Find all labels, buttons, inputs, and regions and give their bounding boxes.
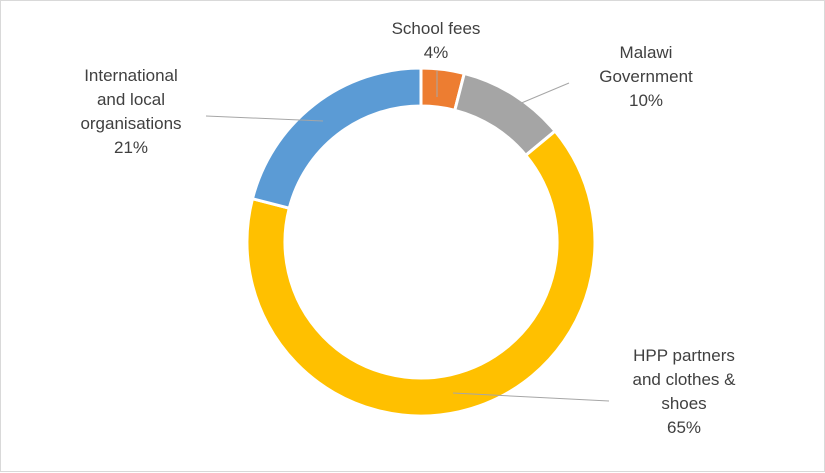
- leader-lines-group: [205, 71, 610, 402]
- data-label: HPP partners and clothes & shoes 65%: [632, 346, 736, 437]
- data-label-category: HPP partners: [633, 346, 735, 365]
- data-label: International and local organisations 21%: [80, 66, 181, 157]
- data-label-category: and clothes &: [632, 370, 736, 389]
- data-label-category: organisations: [80, 114, 181, 133]
- data-label-category: Government: [599, 67, 693, 86]
- slices-group: [245, 66, 597, 418]
- data-label-category: International: [84, 66, 178, 85]
- data-label-category: School fees: [392, 19, 481, 38]
- data-labels-group: School fees 4% Malawi Government 10% HPP part…: [80, 19, 736, 437]
- data-label-value: 4%: [424, 43, 449, 62]
- data-label-value: 65%: [667, 418, 701, 437]
- data-label-value: 21%: [114, 138, 148, 157]
- data-label-category: and local: [97, 90, 165, 109]
- data-label: Malawi Government 10%: [599, 43, 693, 110]
- leader-line: [205, 115, 324, 122]
- slice-international-and-local-organisations: [250, 66, 423, 210]
- leader-line: [452, 392, 610, 402]
- leader-line: [518, 82, 570, 105]
- slice-hpp-partners-and-clothes-shoes: [245, 129, 597, 418]
- data-label-value: 10%: [629, 91, 663, 110]
- data-label-category: shoes: [661, 394, 706, 413]
- data-label-category: Malawi: [620, 43, 673, 62]
- data-label: School fees 4%: [392, 19, 481, 62]
